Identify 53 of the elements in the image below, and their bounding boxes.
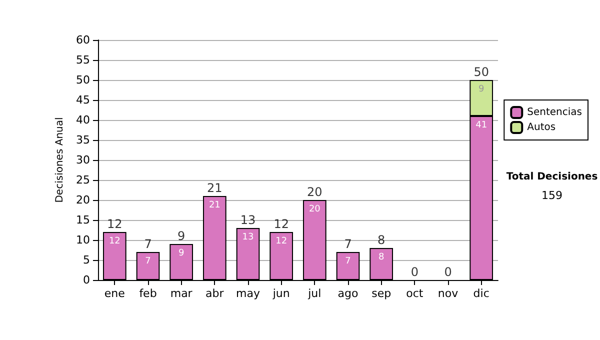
total-label: 0 [444,265,452,279]
data-label: 13 [242,232,254,242]
data-label: 20 [308,204,321,214]
x-tick-label: nov [438,287,459,300]
data-label: 7 [345,256,351,266]
y-tick-label: 60 [76,34,90,46]
x-tick-label: feb [139,287,157,300]
x-tick-label: ene [104,287,126,300]
y-tick-label: 5 [83,254,90,266]
y-tick-label: 10 [76,234,90,246]
x-tick-label: abr [206,287,224,300]
x-tick-label: ago [338,287,358,300]
y-tick-label: 45 [76,94,90,106]
total-label: 7 [144,237,152,251]
legend-label: Sentencias [527,107,582,118]
x-tick-label: jun [272,287,290,300]
x-tick-label: may [236,287,260,300]
y-tick-label: 35 [76,134,90,146]
y-tick-label: 0 [83,274,90,286]
y-tick-label: 15 [76,214,90,226]
data-label: 9 [478,84,484,94]
data-label: 41 [476,120,488,130]
legend-label: Autos [527,122,556,133]
total-label: 9 [178,229,186,243]
x-tick-label: dic [473,287,490,300]
y-tick-label: 30 [76,154,90,166]
y-tick-label: 50 [76,74,90,86]
data-label: 7 [145,256,151,266]
y-tick-label: 25 [76,174,90,186]
total-label: 21 [207,181,222,195]
y-tick-label: 40 [76,114,90,126]
total-label: 8 [378,233,386,247]
total-label: 12 [107,217,122,231]
total-label: 20 [307,185,322,199]
text: Total Decisiones [506,172,598,182]
x-tick-label: sep [372,287,392,300]
data-label: 12 [276,236,288,246]
total-label: 7 [344,237,352,251]
x-tick-label: jul [307,287,322,300]
total-label: 50 [474,65,489,79]
data-label: 9 [178,248,184,258]
total-label: 13 [240,213,256,227]
data-label: 21 [208,200,220,210]
total-label: 0 [410,265,418,279]
total-label: 12 [274,217,289,231]
y-tick-label: 20 [76,194,90,206]
x-tick-label: oct [406,287,424,300]
y-tick-label: 55 [76,54,90,66]
data-label: 12 [108,236,120,246]
data-label: 8 [378,252,384,262]
x-tick-label: mar [170,287,193,300]
y-axis-title: Decisiones Anual [54,117,66,203]
text: 159 [542,189,562,202]
